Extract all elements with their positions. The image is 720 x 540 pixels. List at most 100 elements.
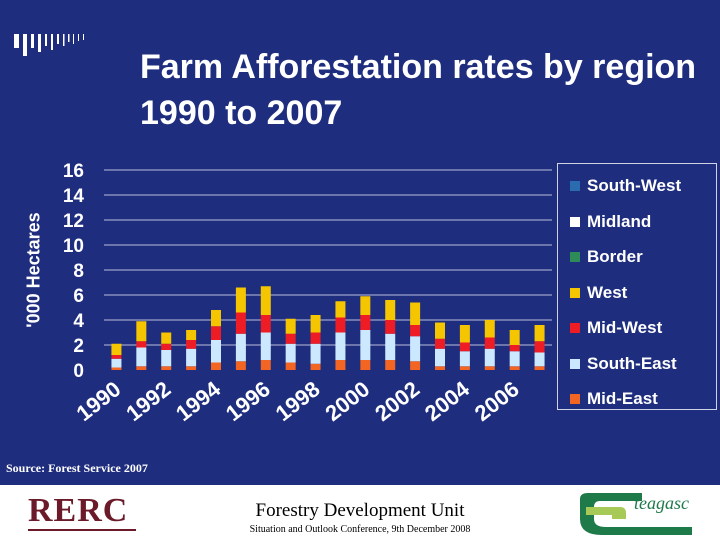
legend-item-border: Border: [570, 245, 643, 269]
bar-west-1996: [260, 286, 271, 315]
y-tick-label: 0: [73, 361, 84, 382]
bar-mid-east-2004: [459, 366, 470, 370]
teagasc-logo: teagasc: [580, 493, 692, 535]
slide-background: Farm Afforestation rates by region 1990 …: [0, 0, 720, 485]
bar-west-2007: [534, 325, 545, 342]
y-tick-label: 16: [63, 161, 84, 182]
y-tick-label: 10: [63, 236, 84, 257]
y-tick-label: 6: [73, 286, 84, 307]
legend-label: Mid-West: [587, 318, 663, 337]
bar-mid-west-2006: [509, 345, 520, 352]
bar-west-1990: [111, 343, 122, 355]
bar-mid-east-1996: [260, 360, 271, 370]
bar-west-1994: [211, 310, 221, 327]
bar-south-east-1998: [310, 343, 321, 364]
y-tick-labels: 0 2 4 6 8 10 12 14 16: [63, 161, 85, 382]
bar-west-2001: [385, 300, 396, 320]
bar-south-east-2006: [509, 351, 520, 367]
bar-south-east-2000: [360, 330, 371, 360]
bar-mid-east-1997: [285, 362, 296, 370]
bar-west-2002: [410, 302, 421, 325]
x-tick-label: 1996: [221, 376, 275, 426]
bar-south-east-2001: [385, 333, 396, 360]
x-tick-label: 2006: [470, 376, 524, 426]
x-tick-label: 2000: [320, 376, 374, 426]
legend-item-mid-west: Mid-West: [570, 316, 662, 340]
rerc-logo: RERC: [28, 492, 129, 529]
y-tick-label: 12: [63, 211, 84, 232]
bar-south-east-1999: [335, 332, 346, 360]
legend-item-mid-east: Mid-East: [570, 387, 658, 411]
bar-mid-east-1992: [161, 366, 172, 370]
bar-mid-east-2001: [385, 360, 396, 370]
bar-west-2006: [509, 330, 520, 345]
legend-label: West: [587, 282, 628, 302]
bar-mid-west-1996: [260, 315, 271, 333]
bar-mid-east-1991: [136, 366, 147, 370]
y-tick-label: 2: [73, 336, 84, 357]
legend-label: Midland: [587, 211, 652, 231]
bar-mid-east-1998: [310, 363, 321, 370]
bar-west-2005: [484, 320, 495, 338]
legend-swatch: [570, 323, 580, 333]
bar-south-east-2007: [534, 352, 545, 367]
chart-title: Farm Afforestation rates by region 1990 …: [140, 48, 697, 132]
source-note: Source: Forest Service 2007: [6, 461, 148, 475]
bar-mid-east-2007: [534, 366, 545, 370]
teagasc-logo-text: teagasc: [634, 493, 689, 513]
bar-mid-east-1994: [211, 362, 221, 370]
bar-mid-east-2000: [360, 360, 371, 370]
bar-mid-west-2002: [410, 325, 421, 337]
bar-mid-west-1994: [211, 326, 221, 340]
y-tick-label: 4: [73, 311, 84, 332]
footer-conference: Situation and Outlook Conference, 9th De…: [249, 524, 471, 535]
bar-south-east-1993: [186, 348, 197, 367]
footer-unit-title: Forestry Development Unit: [255, 500, 465, 521]
bar-south-east-1996: [260, 332, 271, 360]
bar-south-east-1992: [161, 350, 172, 367]
y-tick-label: 14: [63, 186, 85, 207]
bar-mid-west-1997: [285, 333, 296, 344]
bar-west-1999: [335, 301, 346, 318]
x-tick-label: 1990: [72, 376, 126, 426]
gridlines: [104, 169, 552, 346]
bar-west-2003: [435, 322, 445, 339]
bar-south-east-1991: [136, 347, 147, 367]
bar-south-east-2002: [410, 336, 421, 362]
x-tick-label: 1994: [171, 376, 226, 426]
bar-west-1995: [235, 287, 246, 313]
bar-mid-west-1993: [186, 340, 197, 349]
bar-south-east-2004: [459, 351, 470, 367]
bar-south-east-2003: [435, 348, 445, 367]
bar-mid-east-1993: [186, 366, 197, 370]
decorative-stripes: [14, 34, 84, 56]
bar-mid-west-2007: [534, 341, 545, 353]
bar-south-east-2005: [484, 348, 495, 367]
bar-mid-west-2005: [484, 337, 495, 349]
x-tick-label: 2002: [370, 376, 424, 426]
bar-mid-east-2002: [410, 361, 421, 370]
bar-mid-east-2006: [509, 366, 520, 370]
bar-south-east-1990: [111, 358, 122, 368]
legend-item-west: West: [570, 281, 627, 305]
legend-item-south-east: South-East: [570, 352, 677, 376]
bar-west-2000: [360, 296, 371, 315]
bar-south-east-1995: [235, 333, 246, 362]
bar-mid-west-2003: [435, 338, 445, 349]
legend-swatch: [570, 181, 580, 191]
bar-mid-west-1998: [310, 332, 321, 344]
bar-mid-west-1992: [161, 343, 172, 350]
bar-west-1997: [285, 318, 296, 334]
legend: South-West Midland Border West Mid-West South…: [557, 163, 717, 410]
rerc-logo-underline: [28, 529, 136, 531]
legend-swatch: [570, 287, 580, 298]
bar-mid-west-1990: [111, 355, 122, 359]
legend-item-midland: Midland: [570, 210, 651, 234]
legend-label: South-West: [587, 176, 682, 195]
legend-label: Border: [587, 247, 643, 266]
bar-mid-west-2000: [360, 315, 371, 330]
x-tick-label: 1998: [271, 376, 325, 426]
legend-swatch: [570, 252, 580, 262]
